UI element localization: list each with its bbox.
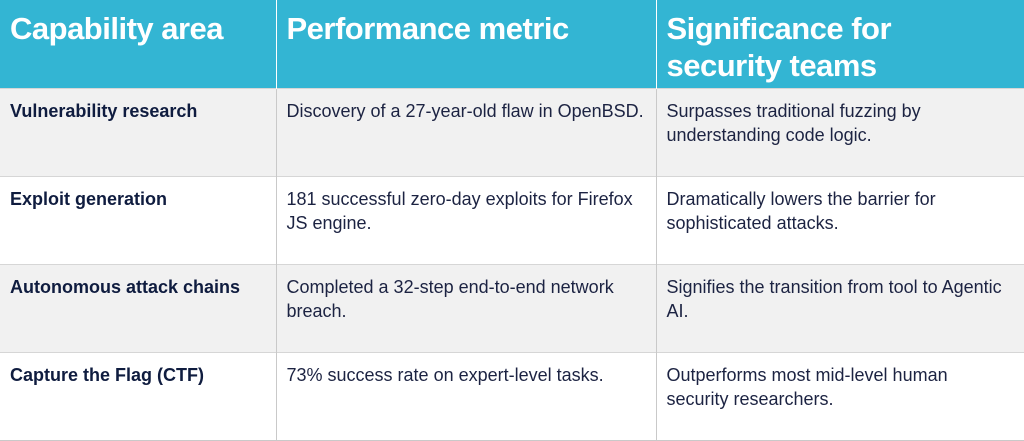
cell-performance-metric: Discovery of a 27-year-old flaw in OpenB… [275, 88, 656, 177]
cell-significance: Dramatically lowers the barrier for soph… [655, 176, 1024, 265]
cell-capability-area: Vulnerability research [0, 88, 276, 177]
header-row: Capability area Performance metric Signi… [0, 0, 1024, 89]
table-row: Capture the Flag (CTF) 73% success rate … [0, 352, 1024, 441]
cell-significance: Signifies the transition from tool to Ag… [655, 264, 1024, 353]
cell-capability-area: Autonomous attack chains [0, 264, 276, 353]
table-row: Autonomous attack chains Completed a 32-… [0, 264, 1024, 353]
cell-capability-area: Exploit generation [0, 176, 276, 265]
table-row: Exploit generation 181 successful zero-d… [0, 176, 1024, 265]
cell-significance: Surpasses traditional fuzzing by underst… [655, 88, 1024, 177]
cell-performance-metric: 73% success rate on expert-level tasks. [275, 352, 656, 441]
header-performance-metric: Performance metric [275, 0, 656, 89]
table-body: Vulnerability research Discovery of a 27… [0, 88, 1024, 441]
table-row: Vulnerability research Discovery of a 27… [0, 88, 1024, 177]
header-capability-area: Capability area [0, 0, 276, 89]
cell-performance-metric: 181 successful zero-day exploits for Fir… [275, 176, 656, 265]
cell-significance: Outperforms most mid-level human securit… [655, 352, 1024, 441]
cell-performance-metric: Completed a 32-step end-to-end network b… [275, 264, 656, 353]
table-header: Capability area Performance metric Signi… [0, 0, 1024, 89]
header-significance: Significance for security teams [655, 0, 1024, 89]
cell-capability-area: Capture the Flag (CTF) [0, 352, 276, 441]
